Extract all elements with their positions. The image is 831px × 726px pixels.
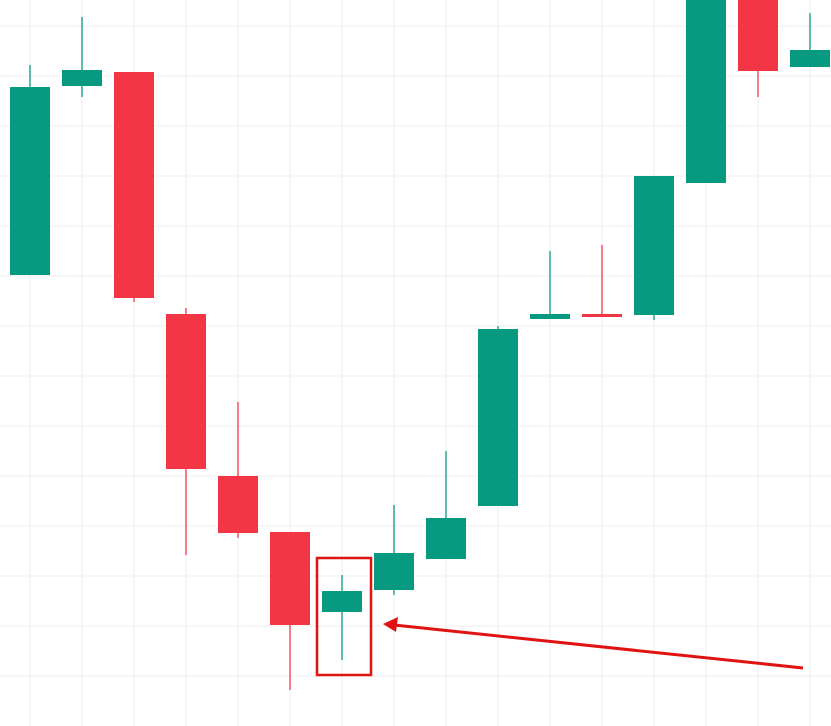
candle-body <box>270 532 310 625</box>
candle-body <box>738 0 778 71</box>
candle-body <box>374 553 414 590</box>
candle-body <box>218 476 258 533</box>
candle-body <box>530 314 570 319</box>
candle-body <box>686 0 726 183</box>
candle-body <box>478 329 518 506</box>
candle-body <box>582 314 622 317</box>
candle-body <box>426 518 466 559</box>
candle-body <box>790 50 830 67</box>
candles <box>10 0 830 690</box>
arrow-shaft <box>393 623 804 670</box>
candle-body <box>634 176 674 315</box>
candle-body <box>114 72 154 298</box>
candle-body <box>166 314 206 469</box>
highlight-box <box>315 556 373 677</box>
candle-body <box>62 70 102 86</box>
arrow-head <box>383 617 398 632</box>
candle-body <box>322 591 362 612</box>
candle-body <box>10 87 50 275</box>
